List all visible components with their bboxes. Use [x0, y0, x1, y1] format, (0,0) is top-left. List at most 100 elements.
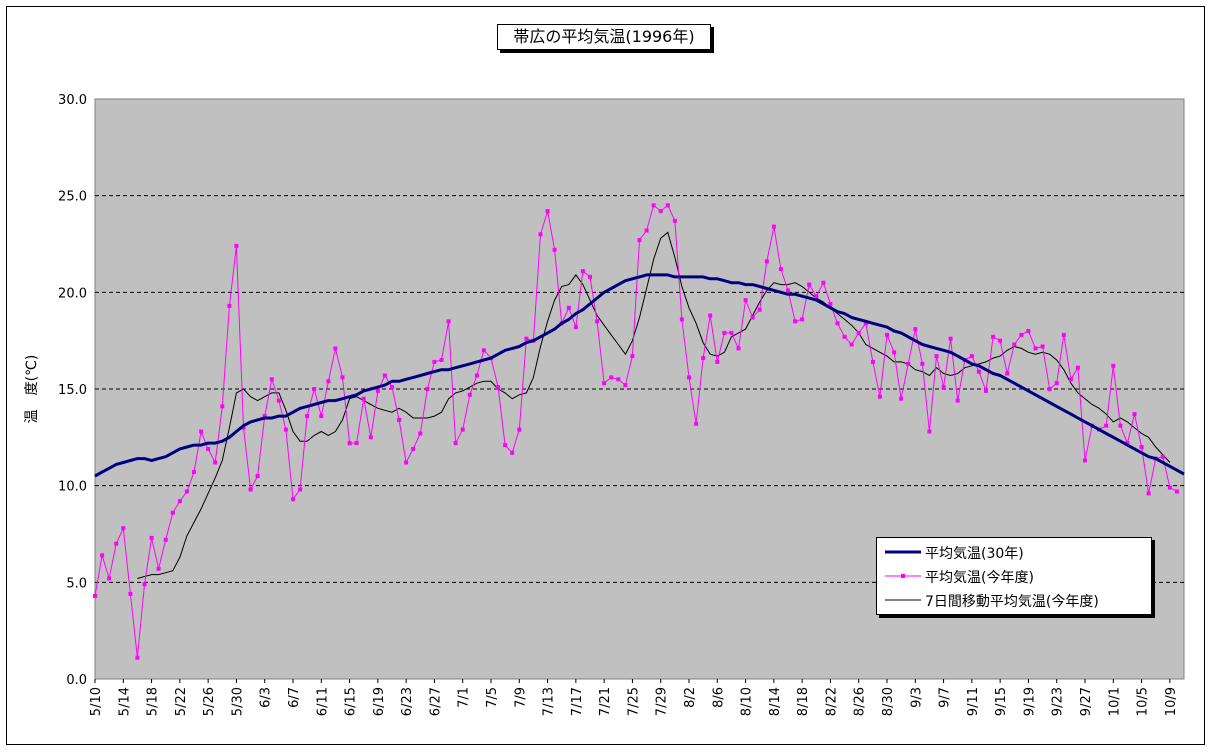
x-tick-label: 8/10	[740, 687, 755, 716]
legend-swatch-moving7-icon	[885, 599, 921, 601]
series-thisyear-point	[877, 394, 882, 399]
x-tick-label: 8/2	[683, 687, 698, 708]
x-tick-label: 9/19	[1022, 687, 1037, 716]
series-thisyear-point	[114, 541, 119, 546]
series-thisyear-point	[892, 350, 897, 355]
x-tick-label: 6/11	[315, 687, 330, 716]
series-thisyear-point	[128, 591, 133, 596]
series-thisyear-point	[609, 375, 614, 380]
series-thisyear-point	[319, 414, 324, 419]
series-thisyear-point	[849, 342, 854, 347]
legend-label-thisyear: 平均気温(今年度)	[925, 570, 1034, 586]
x-tick-label: 7/21	[598, 687, 613, 716]
series-thisyear-point	[821, 280, 826, 285]
series-thisyear-point	[701, 356, 706, 361]
series-thisyear-point	[814, 294, 819, 299]
series-thisyear-point	[283, 427, 288, 432]
series-thisyear-point	[573, 325, 578, 330]
series-thisyear-point	[588, 274, 592, 279]
legend: 平均気温(30年) 平均気温(今年度) 7日間移動平均気温(今年度)	[876, 537, 1152, 615]
x-tick-label: 10/9	[1164, 687, 1179, 716]
series-thisyear-point	[390, 385, 394, 390]
series-thisyear-point	[1167, 485, 1172, 490]
series-thisyear-point	[651, 203, 656, 208]
x-tick-label: 5/22	[174, 687, 189, 716]
series-thisyear-point	[920, 361, 925, 366]
series-thisyear-point	[305, 414, 310, 419]
series-thisyear-point	[149, 535, 154, 540]
series-thisyear-point	[234, 243, 239, 248]
series-thisyear-point	[255, 474, 260, 478]
series-thisyear-point	[404, 460, 409, 465]
series-thisyear-point	[863, 321, 868, 326]
series-thisyear-point	[743, 298, 748, 303]
series-thisyear-point	[276, 398, 281, 403]
y-tick-label: 15.0	[58, 383, 87, 398]
y-axis-ticks: 0.0 5.0 10.0 15.0 20.0 25.0 30.0	[58, 93, 87, 688]
x-tick-label: 5/18	[146, 687, 161, 716]
series-thisyear-point	[906, 361, 911, 366]
series-thisyear-point	[786, 288, 790, 293]
series-thisyear-point	[446, 319, 451, 324]
series-thisyear-point	[432, 359, 437, 364]
series-thisyear-point	[616, 377, 621, 382]
x-tick-label: 9/7	[938, 687, 953, 708]
series-moving7-line	[137, 231, 1171, 579]
series-thisyear-point	[545, 209, 550, 214]
series-thisyear-point	[340, 375, 345, 380]
series-thisyear-point	[269, 377, 274, 382]
series-thisyear-point	[368, 435, 373, 440]
series-thisyear-point	[1174, 489, 1179, 494]
x-tick-label: 7/13	[542, 687, 557, 716]
series-thisyear-point	[1061, 332, 1066, 337]
x-tick-label: 9/27	[1079, 687, 1094, 716]
series-thisyear-point	[156, 566, 161, 571]
series-thisyear-point	[220, 404, 225, 409]
series-avg30-line	[94, 273, 1185, 478]
series-thisyear-point	[885, 332, 889, 337]
y-tick-label: 10.0	[58, 480, 87, 495]
series-thisyear-point	[1033, 346, 1038, 351]
series-thisyear-point	[941, 385, 946, 390]
series-thisyear-point	[644, 228, 649, 233]
series-thisyear-point	[361, 396, 366, 401]
series-thisyear-point	[665, 203, 670, 208]
series-thisyear-point	[984, 388, 988, 393]
series-thisyear-point	[510, 450, 515, 455]
series-thisyear-point	[764, 259, 769, 264]
x-tick-label: 7/29	[655, 687, 670, 716]
x-tick-label: 5/30	[230, 687, 245, 716]
series-thisyear-point	[100, 553, 105, 558]
series-thisyear-point	[481, 348, 486, 353]
x-tick-label: 7/1	[457, 687, 472, 708]
series-thisyear-point	[1040, 344, 1045, 349]
x-tick-label: 6/3	[259, 687, 274, 708]
x-tick-label: 6/15	[344, 687, 359, 716]
x-tick-label: 7/5	[485, 687, 500, 708]
y-tick-label: 30.0	[58, 93, 87, 108]
series-thisyear-point	[1047, 387, 1052, 391]
series-thisyear-point	[213, 460, 218, 465]
series-thisyear-point	[948, 336, 953, 341]
series-thisyear-point	[1083, 458, 1087, 463]
y-axis-label: 温 度(℃)	[24, 355, 40, 424]
series-thisyear-point	[976, 369, 981, 374]
series-thisyear-point	[870, 359, 875, 364]
x-tick-label: 6/19	[372, 687, 387, 716]
series-thisyear-point	[722, 330, 727, 335]
series-thisyear-point	[998, 338, 1003, 343]
series-thisyear-point	[672, 218, 677, 223]
x-tick-label: 9/11	[966, 687, 981, 716]
series-thisyear-point	[1075, 365, 1080, 370]
y-tick-label: 5.0	[66, 576, 87, 591]
series-thisyear-point	[1132, 412, 1137, 417]
series-thisyear-point	[1068, 377, 1073, 382]
series-thisyear-point	[828, 301, 833, 306]
series-thisyear-point	[453, 441, 458, 446]
series-thisyear-point	[1139, 445, 1144, 449]
series-thisyear-point	[580, 269, 585, 274]
series-thisyear-point	[170, 510, 175, 515]
series-thisyear-point	[991, 334, 996, 339]
y-tick-label: 0.0	[66, 673, 87, 688]
series-thisyear-point	[969, 354, 974, 359]
